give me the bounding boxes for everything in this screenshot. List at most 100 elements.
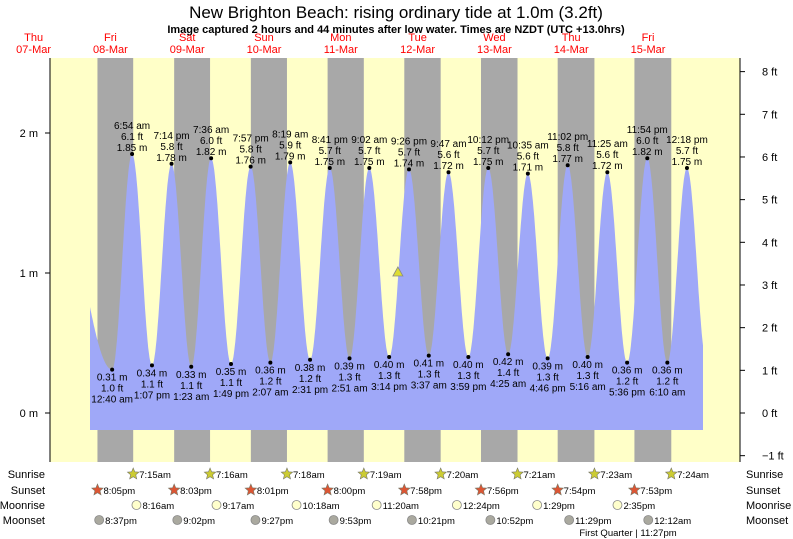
- high-tide-m: 1.71 m: [513, 163, 544, 174]
- low-tide-m: 0.39 m: [334, 361, 365, 372]
- low-tide-m: 0.40 m: [572, 360, 603, 371]
- day-name-label: Wed: [483, 32, 505, 44]
- sunset-time: 8:01pm: [257, 486, 289, 497]
- low-tide-time: 5:36 pm: [609, 388, 645, 399]
- right-tick-label: 5 ft: [762, 195, 777, 207]
- high-tide-point: [525, 171, 530, 176]
- day-labels: Thu07-MarFri08-MarSat09-MarSun10-MarMon1…: [16, 32, 666, 56]
- low-tide-time: 6:10 am: [649, 388, 685, 399]
- moonrise-icon: [291, 500, 302, 510]
- left-tick-label: 1 m: [20, 268, 38, 280]
- moonset-icon: [643, 515, 654, 525]
- low-tide-point: [625, 360, 630, 365]
- high-tide-point: [209, 156, 214, 161]
- moonrise-time: 2:35pm: [623, 501, 655, 512]
- sunset-icon: [627, 483, 641, 496]
- high-tide-m: 1.77 m: [552, 154, 583, 165]
- sunrise-icon: [357, 467, 371, 480]
- right-tick-label: 3 ft: [762, 280, 777, 292]
- low-tide-time: 1:07 pm: [134, 390, 170, 401]
- low-tide-m: 0.35 m: [216, 367, 247, 378]
- moonset-time: 9:27pm: [261, 516, 293, 527]
- low-tide-m: 0.33 m: [176, 370, 207, 381]
- right-tick-label: 0 ft: [762, 408, 777, 420]
- day-date-label: 15-Mar: [631, 44, 666, 56]
- high-tide-m: 1.78 m: [156, 153, 187, 164]
- moonrise-icon: [211, 500, 222, 510]
- low-tide-time: 1:23 am: [173, 392, 209, 403]
- sunset-time: 8:00pm: [334, 486, 366, 497]
- sunrise-time: 7:15am: [139, 470, 171, 481]
- low-tide-ft: 1.3 ft: [338, 372, 360, 383]
- high-tide-ft: 5.7 ft: [676, 146, 698, 157]
- low-tide-ft: 1.2 ft: [259, 377, 281, 388]
- low-tide-m: 0.34 m: [137, 368, 168, 379]
- low-tide-m: 0.40 m: [374, 360, 405, 371]
- day-name-label: Tue: [408, 32, 427, 44]
- current-tide-marker: [392, 266, 404, 277]
- high-tide-m: 1.75 m: [354, 157, 385, 168]
- high-tide-point: [288, 160, 293, 165]
- day-name-label: Sat: [179, 32, 196, 44]
- high-tide-m: 1.79 m: [275, 151, 306, 162]
- low-tide-m: 0.31 m: [97, 373, 128, 384]
- low-tide-point: [506, 352, 511, 357]
- sunrise-time: 7:24am: [677, 470, 709, 481]
- moonset-icon: [94, 515, 105, 525]
- sunrise-icon: [280, 467, 294, 480]
- low-tide-time: 3:14 pm: [371, 382, 407, 393]
- high-tide-ft: 5.6 ft: [437, 150, 459, 161]
- sunset-time: 7:54pm: [564, 486, 596, 497]
- moonrise-time: 9:17am: [223, 501, 255, 512]
- sunrise-icon: [434, 467, 448, 480]
- left-tick-label: 0 m: [20, 408, 38, 420]
- right-tick-label: 1 ft: [762, 365, 777, 377]
- high-tide-point: [248, 164, 253, 169]
- low-tide-m: 0.36 m: [652, 366, 683, 377]
- low-tide-point: [585, 355, 590, 359]
- high-tide-ft: 5.8 ft: [557, 143, 579, 154]
- low-tide-ft: 1.1 ft: [141, 379, 163, 390]
- low-tide-m: 0.36 m: [612, 366, 643, 377]
- high-tide-time: 9:02 am: [351, 135, 387, 146]
- high-tide-time: 9:47 am: [430, 139, 466, 150]
- sunset-time: 7:58pm: [410, 486, 442, 497]
- high-tide-m: 1.75 m: [672, 157, 703, 168]
- moonset-time: 12:12am: [654, 516, 691, 527]
- high-tide-point: [327, 166, 332, 170]
- high-tide-m: 1.75 m: [473, 157, 504, 168]
- moonset-time: 11:29pm: [575, 516, 611, 527]
- moonrise-time: 12:24pm: [463, 501, 500, 512]
- low-tide-time: 1:49 pm: [213, 389, 249, 400]
- low-tide-m: 0.39 m: [532, 361, 563, 372]
- low-tide-ft: 1.4 ft: [497, 368, 519, 379]
- high-tide-ft: 5.8 ft: [240, 145, 262, 156]
- low-tide-ft: 1.3 ft: [457, 371, 479, 382]
- low-tide-time: 2:51 am: [331, 383, 367, 394]
- high-tide-time: 7:36 am: [193, 125, 229, 136]
- high-tide-point: [130, 152, 135, 156]
- moonrise-icon: [532, 500, 543, 510]
- sunset-row-label-left: Sunset: [11, 485, 45, 497]
- high-tide-time: 9:26 pm: [391, 136, 427, 147]
- sunrise-row-label-right: Sunrise: [746, 469, 783, 481]
- high-tide-m: 1.72 m: [433, 161, 464, 172]
- chart-subtitle: Image captured 2 hours and 44 minutes af…: [167, 24, 625, 36]
- left-tick-label: 2 m: [20, 128, 38, 140]
- low-tide-point: [110, 367, 115, 372]
- low-tide-point: [347, 356, 352, 361]
- right-tick-label: 7 ft: [762, 109, 777, 121]
- low-tide-point: [665, 360, 670, 365]
- low-tide-time: 4:46 pm: [530, 383, 566, 394]
- moonset-time: 9:02pm: [183, 516, 215, 527]
- high-tide-ft: 5.7 ft: [398, 147, 420, 158]
- high-tide-time: 11:02 pm: [547, 132, 588, 143]
- sunset-row-label-right: Sunset: [746, 485, 780, 497]
- sunset-icon: [397, 483, 411, 496]
- low-tide-point: [466, 355, 471, 359]
- low-tide-point: [149, 363, 154, 368]
- low-tide-ft: 1.2 ft: [616, 377, 638, 388]
- sunset-icon: [244, 483, 258, 496]
